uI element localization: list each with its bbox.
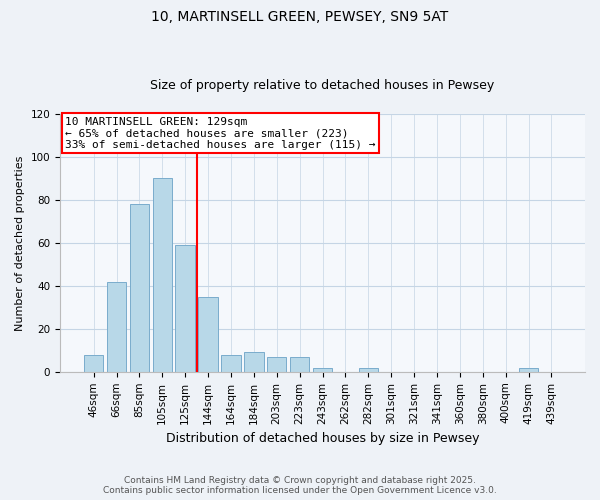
- Bar: [359, 368, 378, 372]
- Text: Contains HM Land Registry data © Crown copyright and database right 2025.
Contai: Contains HM Land Registry data © Crown c…: [103, 476, 497, 495]
- Bar: [290, 357, 310, 372]
- Text: 10, MARTINSELL GREEN, PEWSEY, SN9 5AT: 10, MARTINSELL GREEN, PEWSEY, SN9 5AT: [151, 10, 449, 24]
- Bar: [175, 245, 195, 372]
- Bar: [199, 296, 218, 372]
- Bar: [107, 282, 126, 372]
- Bar: [221, 354, 241, 372]
- Title: Size of property relative to detached houses in Pewsey: Size of property relative to detached ho…: [151, 79, 494, 92]
- Bar: [130, 204, 149, 372]
- Y-axis label: Number of detached properties: Number of detached properties: [15, 155, 25, 330]
- Bar: [152, 178, 172, 372]
- Bar: [244, 352, 263, 372]
- Text: 10 MARTINSELL GREEN: 129sqm
← 65% of detached houses are smaller (223)
33% of se: 10 MARTINSELL GREEN: 129sqm ← 65% of det…: [65, 116, 376, 150]
- Bar: [519, 368, 538, 372]
- Bar: [313, 368, 332, 372]
- X-axis label: Distribution of detached houses by size in Pewsey: Distribution of detached houses by size …: [166, 432, 479, 445]
- Bar: [267, 357, 286, 372]
- Bar: [84, 354, 103, 372]
